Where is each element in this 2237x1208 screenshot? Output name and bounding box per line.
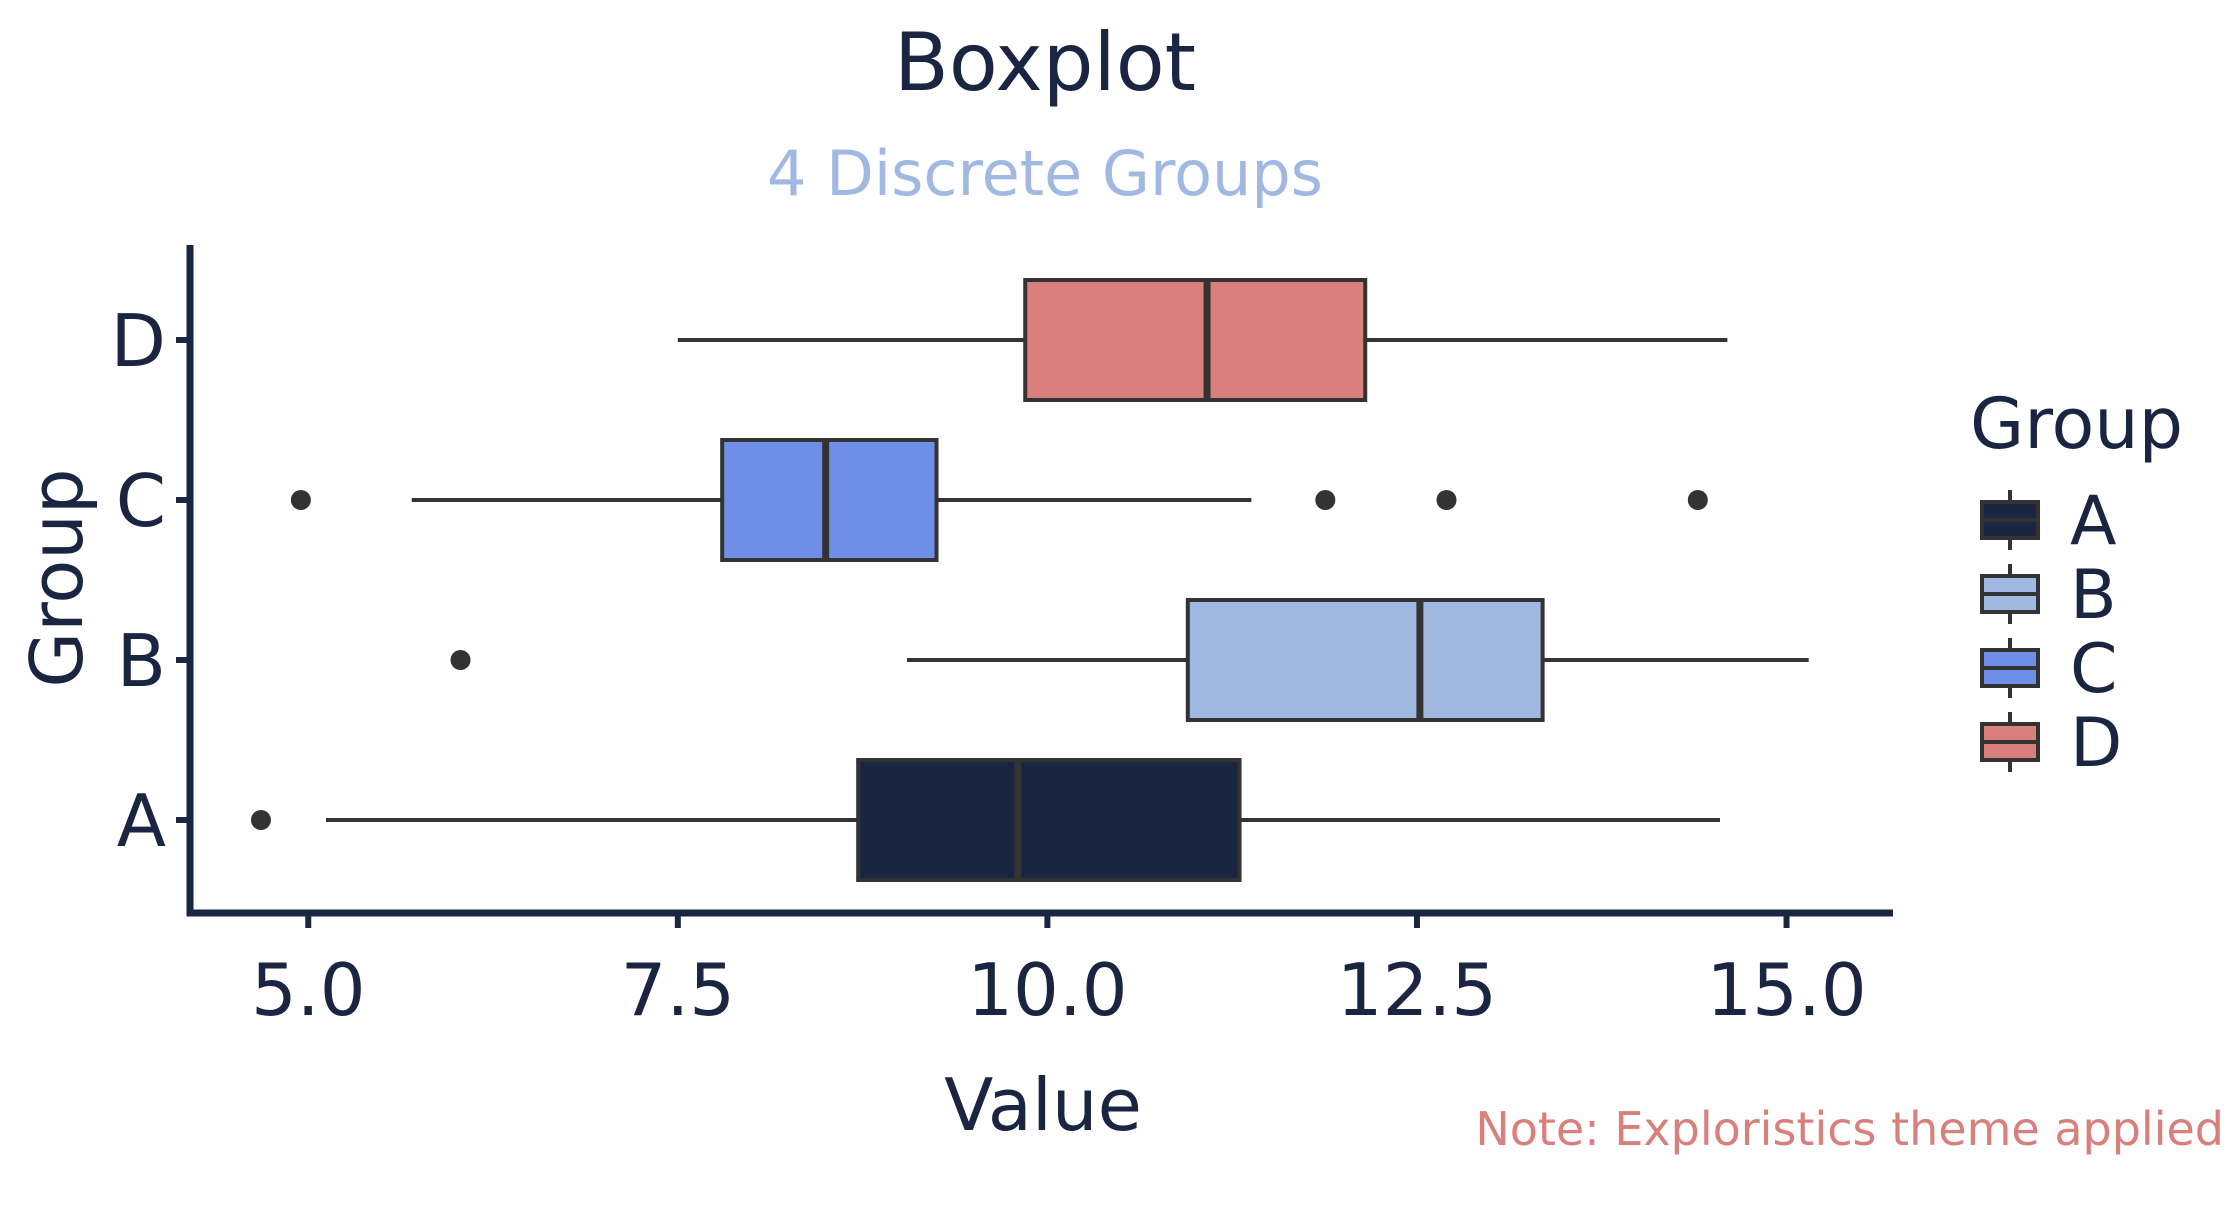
legend-title: Group <box>1970 383 2183 465</box>
outlier-point <box>1687 490 1708 510</box>
legend-item-b: B <box>1980 556 2117 635</box>
legend-label: B <box>2070 556 2117 635</box>
y-tick-label: B <box>117 619 166 703</box>
legend-label: A <box>2070 482 2117 561</box>
outlier-point <box>1315 490 1336 510</box>
legend-label: D <box>2070 704 2122 783</box>
y-tick-label: A <box>117 779 166 863</box>
outlier-point <box>250 810 271 830</box>
x-tick-label: 7.5 <box>621 948 736 1032</box>
x-tick-label: 10.0 <box>967 948 1127 1032</box>
box-group-d <box>677 278 1728 402</box>
x-axis-title: Value <box>944 1063 1142 1147</box>
chart-caption: Note: Exploristics theme applied <box>1475 1102 2224 1156</box>
plot-area <box>250 278 1809 882</box>
outlier-point <box>290 490 311 510</box>
chart-subtitle: 4 Discrete Groups <box>767 137 1323 210</box>
box-group-c <box>290 438 1708 562</box>
x-tick-label: 12.5 <box>1337 948 1497 1032</box>
box-group-b <box>450 598 1809 722</box>
x-tick-label: 15.0 <box>1706 948 1866 1032</box>
box <box>720 438 939 562</box>
chart-title: Boxplot <box>894 16 1196 109</box>
y-tick-label: C <box>116 459 166 543</box>
outlier-point <box>450 650 471 670</box>
legend-item-d: D <box>1980 704 2122 783</box>
box <box>1185 598 1545 722</box>
box-group-a <box>250 758 1720 882</box>
outlier-point <box>1436 490 1457 510</box>
box <box>1023 278 1368 402</box>
x-tick-label: 5.0 <box>251 948 366 1032</box>
y-tick-label: D <box>111 299 166 383</box>
box <box>856 758 1242 882</box>
legend-label: C <box>2070 630 2117 709</box>
y-axis-title: Group <box>15 468 99 687</box>
legend-item-c: C <box>1980 630 2117 709</box>
legend-item-a: A <box>1980 482 2117 561</box>
